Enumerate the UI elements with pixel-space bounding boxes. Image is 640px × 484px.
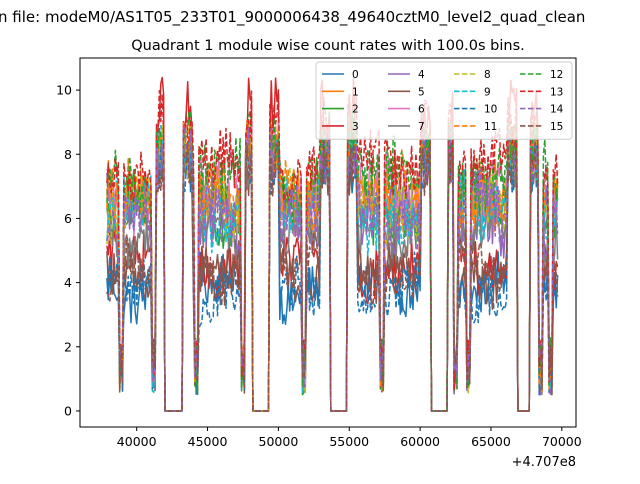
legend-label: 12 [550,69,563,81]
legend-label: 15 [550,121,563,133]
x-offset-label: +4.707e8 [512,455,576,470]
x-tick-label: 60000 [400,434,440,449]
legend-label: 1 [352,86,359,98]
legend-label: 13 [550,86,563,98]
chart-title: Quadrant 1 module wise count rates with … [131,38,525,54]
x-tick-label: 50000 [259,434,299,449]
legend-label: 8 [484,69,491,81]
y-tick-label: 0 [64,403,72,418]
y-tick-label: 4 [64,275,72,290]
legend-label: 6 [418,104,425,116]
legend-box [315,61,573,140]
legend-label: 7 [418,121,425,133]
chart-suptitle: n file: modeM0/AS1T05_233T01_9000006438_… [0,8,585,27]
legend-label: 0 [352,69,359,81]
y-tick-label: 2 [64,339,72,354]
series-line-15 [106,138,559,412]
legend-label: 4 [418,69,425,81]
x-tick-label: 40000 [117,434,157,449]
legend-label: 14 [550,104,564,116]
y-tick-label: 10 [56,83,72,98]
legend-label: 2 [352,104,359,116]
plot-frame [79,57,577,428]
legend-label: 9 [484,86,491,98]
y-tick-label: 8 [64,147,72,162]
y-tick-label: 6 [64,211,72,226]
axes: 40000 45000 50000 55000 60000 65000 70000 0 2 4 6 8… [56,83,582,449]
legend-label: 3 [352,121,359,133]
x-tick-label: 55000 [329,434,369,449]
series-lines [106,76,559,412]
legend-label: 10 [484,104,497,116]
legend-label: 5 [418,86,425,98]
x-tick-label: 70000 [542,434,582,449]
x-tick-label: 65000 [471,434,511,449]
x-tick-label: 45000 [188,434,228,449]
legend-label: 11 [484,121,497,133]
